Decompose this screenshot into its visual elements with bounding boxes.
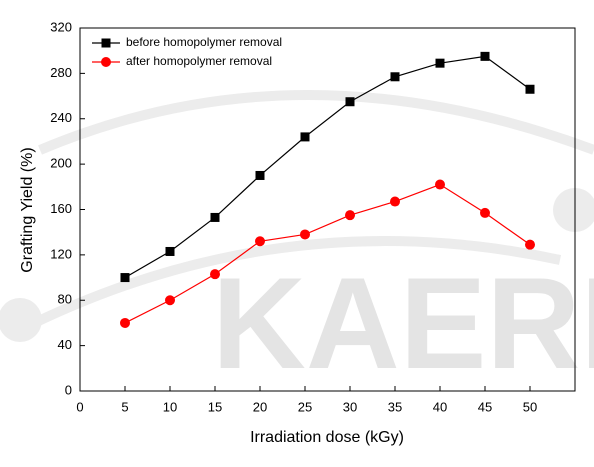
data-point xyxy=(255,170,265,180)
data-point xyxy=(435,58,445,68)
data-point xyxy=(120,317,130,328)
data-point xyxy=(345,97,355,107)
x-tick-label: 30 xyxy=(343,399,357,414)
y-tick-label: 200 xyxy=(50,156,72,171)
x-tick-label: 0 xyxy=(76,399,83,414)
y-tick-label: 0 xyxy=(65,382,72,397)
legend-marker xyxy=(101,38,111,48)
x-tick-label: 40 xyxy=(433,399,447,414)
x-tick-label: 35 xyxy=(388,399,402,414)
y-axis-title: Grafting Yield (%) xyxy=(19,147,36,272)
data-point xyxy=(255,236,265,247)
y-tick-label: 240 xyxy=(50,110,72,125)
data-point xyxy=(165,246,175,256)
data-point xyxy=(480,207,490,218)
y-tick-label: 160 xyxy=(50,201,72,216)
y-tick-label: 280 xyxy=(50,65,72,80)
data-point xyxy=(210,212,220,222)
watermark: KAERI xyxy=(212,250,594,396)
y-tick-label: 320 xyxy=(50,19,72,34)
y-tick-label: 80 xyxy=(58,292,72,307)
y-tick-label: 120 xyxy=(50,246,72,261)
x-axis-title: Irradiation dose (kGy) xyxy=(250,429,404,446)
legend-label: after homopolymer removal xyxy=(126,54,272,68)
x-tick-label: 25 xyxy=(298,399,312,414)
data-point xyxy=(210,269,220,280)
data-point xyxy=(525,84,535,94)
x-tick-label: 20 xyxy=(253,399,267,414)
y-tick-label: 40 xyxy=(58,337,72,352)
data-point xyxy=(525,239,535,250)
series-line xyxy=(124,55,531,279)
x-tick-label: 10 xyxy=(163,399,177,414)
x-tick-label: 45 xyxy=(478,399,492,414)
legend-label: before homopolymer removal xyxy=(126,35,282,49)
legend-marker xyxy=(101,57,111,67)
data-point xyxy=(390,196,400,207)
data-point xyxy=(300,229,310,240)
data-point xyxy=(390,72,400,82)
x-tick-label: 50 xyxy=(523,399,537,414)
data-point xyxy=(300,132,310,142)
data-point xyxy=(480,51,490,61)
data-point xyxy=(120,273,130,283)
x-tick-label: 5 xyxy=(121,399,128,414)
watermark-decoration xyxy=(0,90,594,342)
series-line xyxy=(124,183,531,324)
data-point xyxy=(165,295,175,306)
data-point xyxy=(435,179,445,190)
x-tick-label: 15 xyxy=(208,399,222,414)
data-point xyxy=(345,210,355,221)
